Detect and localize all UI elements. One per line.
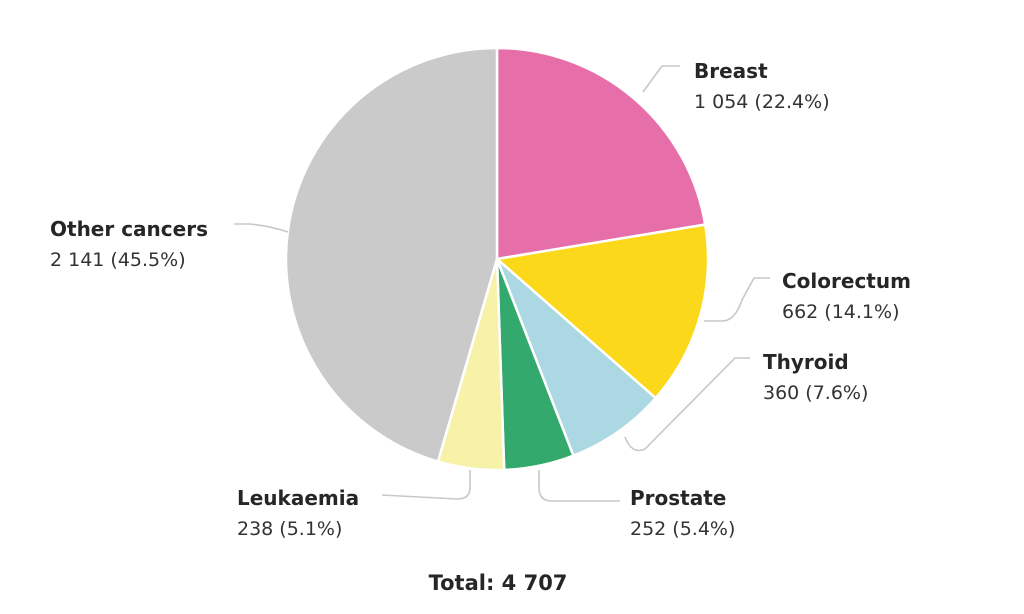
pie-slice-colorectum — [494, 223, 710, 400]
slice-label-other-cancers: Other cancers — [50, 217, 208, 241]
slice-value-leukaemia: 238 (5.1%) — [237, 518, 342, 540]
leader-lines — [234, 65, 770, 502]
pie-slice-other-cancers — [284, 46, 499, 464]
slice-label-breast: Breast — [694, 59, 768, 83]
slice-value-breast: 1 054 (22.4%) — [694, 91, 830, 113]
slice-value-other-cancers: 2 141 (45.5%) — [50, 249, 186, 271]
pie-slices — [284, 46, 710, 472]
leader-line-breast — [642, 65, 680, 93]
pie-slice-breast — [495, 46, 707, 261]
leader-line-other-cancers — [234, 223, 289, 233]
leader-line-prostate — [538, 470, 620, 502]
slice-value-prostate: 252 (5.4%) — [630, 518, 735, 540]
leader-line-thyroid — [624, 357, 750, 452]
slice-label-thyroid: Thyroid — [763, 350, 849, 374]
slice-labels: Breast 1 054 (22.4%) Colorectum 662 (14.1%)… — [50, 59, 911, 540]
slice-label-prostate: Prostate — [630, 486, 726, 510]
leader-line-colorectum — [704, 277, 770, 322]
total-label: Total: 4 707 — [429, 571, 568, 595]
slice-value-thyroid: 360 (7.6%) — [763, 382, 868, 404]
slice-label-colorectum: Colorectum — [782, 269, 911, 293]
leader-line-leukaemia — [381, 470, 471, 500]
pie-slice-thyroid — [495, 258, 658, 458]
slice-value-colorectum: 662 (14.1%) — [782, 301, 900, 323]
slice-label-leukaemia: Leukaemia — [237, 486, 359, 510]
